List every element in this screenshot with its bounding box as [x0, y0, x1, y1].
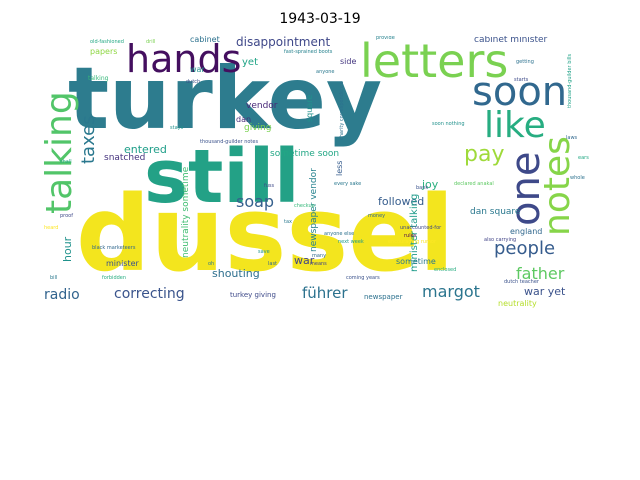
word-papers: papers — [90, 47, 118, 56]
word-anyone: anyone — [316, 69, 335, 75]
word-means: means — [310, 261, 327, 267]
word-newspaper-vendor: newspaper vendor — [309, 168, 319, 252]
word-soon: soon — [472, 69, 568, 115]
word-people: people — [494, 238, 556, 259]
word-taxes: taxes — [78, 115, 99, 164]
word-less: less — [335, 160, 344, 176]
word-bank: bank — [416, 185, 429, 191]
word-also-carrying: also carrying — [484, 237, 517, 243]
word-like: like — [484, 105, 546, 146]
word-rules: rules — [404, 233, 417, 239]
word-war-yet: war yet — [524, 285, 566, 298]
word-many: many — [312, 253, 327, 259]
word-talking-small: talking — [88, 75, 109, 82]
word-followed: followed — [378, 195, 425, 208]
word-enclosed: enclosed — [434, 267, 457, 273]
word-proof: proof — [60, 213, 73, 219]
word-anyone-else: anyone else — [324, 231, 355, 237]
word-oh: oh — [208, 261, 215, 267]
word-money: money — [368, 213, 386, 219]
word-side: side — [340, 57, 357, 66]
word-radio: radio — [44, 287, 80, 303]
word-square: square — [305, 94, 314, 122]
word-margot: margot — [422, 282, 480, 301]
word-war-small: war — [190, 65, 205, 74]
word-yet: yet — [242, 57, 258, 68]
word-dussel: dussel — [76, 173, 455, 295]
word-entered: entered — [124, 143, 167, 156]
word-cabinet: cabinet — [190, 36, 220, 44]
word-soon-nothing: soon nothing — [432, 121, 465, 127]
word-turkey: turkey — [68, 49, 383, 149]
word-joy: joy — [422, 178, 439, 191]
word-declared-anakal: declared anakal — [454, 181, 494, 187]
word-vendor: vendor — [246, 101, 278, 111]
word-pay: pay — [464, 142, 505, 167]
word-fuss: fuss — [264, 183, 275, 189]
word-dan-square: dan square — [470, 207, 521, 217]
word-dutch-teacher: dutch teacher — [504, 279, 539, 285]
word-shouting: shouting — [212, 267, 260, 280]
word-disappointment: disappointment — [236, 36, 331, 49]
word-father: father — [516, 264, 565, 283]
word-charity-correspondence: charity correspondence — [339, 81, 345, 140]
word-every-sake: every sake — [334, 181, 362, 187]
word-drill: drill — [146, 39, 156, 45]
word-talking: talking — [40, 91, 80, 214]
word-snatched: snatched — [104, 153, 146, 163]
word-minister: minister — [106, 259, 139, 268]
word-checkup: checkup — [294, 203, 315, 209]
word-last: last — [268, 261, 278, 267]
word-notes: notes — [537, 136, 578, 236]
word-tax: tax — [284, 219, 292, 225]
word-hour: hour — [61, 236, 74, 262]
word-sometime: sometime — [396, 257, 436, 266]
word-cloud: dussel turkey still letters hands talkin… — [40, 36, 600, 311]
chart-title: 1943-03-19 — [279, 11, 361, 27]
word-dan: dan — [236, 115, 252, 124]
word-still: still — [144, 134, 300, 220]
word-sometime-soon: sometime soon — [270, 149, 340, 159]
word-newspaper: newspaper — [364, 293, 403, 301]
word-neutrality-sometime: neutrality sometime — [181, 166, 191, 258]
word-letters: letters — [360, 36, 509, 88]
word-provide: provide — [376, 36, 395, 41]
word-unaccounted-for: unaccounted-for — [400, 225, 442, 231]
word-giving: giving — [244, 123, 272, 133]
word-next-week: next week — [338, 239, 364, 245]
word-thousand-guilder-notes: thousand-guilder notes — [200, 139, 259, 145]
word-starts: starts — [514, 77, 529, 83]
word-old-fashioned: old-fashioned — [90, 39, 124, 45]
word-war: war — [294, 254, 315, 267]
word-shall: shall — [60, 159, 72, 165]
word-thousand-guilder-bills: thousand-guilder bills — [567, 53, 573, 108]
word-correcting: correcting — [114, 286, 185, 302]
word-stays: stays — [170, 125, 184, 131]
word-getting: getting — [516, 59, 534, 65]
word-cabinet-minister: cabinet minister — [474, 36, 548, 45]
word-neutrality: neutrality — [498, 299, 537, 308]
word-hands: hands — [126, 37, 242, 81]
word-heard: heard — [44, 225, 59, 231]
word-turkey-giving: turkey giving — [230, 291, 276, 299]
word-soap: soap — [236, 192, 275, 211]
word-bill: bill — [50, 275, 58, 281]
word-coming-years: coming years — [346, 275, 380, 281]
word-laws: laws — [566, 135, 578, 141]
word-fuhrer: führer — [302, 284, 348, 302]
word-ears: ears — [578, 155, 589, 161]
word-save: save — [258, 249, 270, 255]
word-fast-sprained-boots: fast-sprained boots — [284, 49, 333, 55]
word-dutch: dutch — [186, 79, 201, 85]
word-whole: whole — [570, 175, 585, 181]
word-encouraging-rumor: encouraging rumor — [388, 239, 437, 245]
word-black-marketeers: black marketeers — [92, 245, 136, 251]
word-england: england — [510, 227, 543, 236]
word-forbidden: forbidden — [102, 275, 127, 281]
